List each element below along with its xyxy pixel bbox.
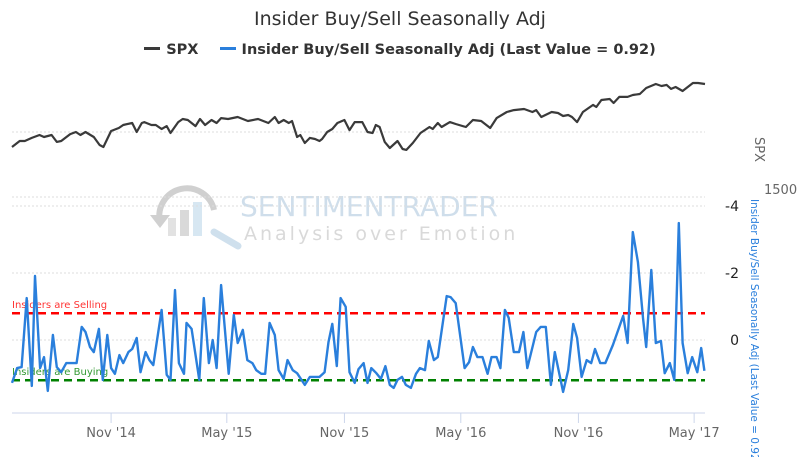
x-tick-label: Nov '15 xyxy=(320,426,370,441)
chart-title: Insider Buy/Sell Seasonally Adj xyxy=(254,8,546,30)
spx-axis-label: SPX xyxy=(751,137,766,162)
logo-bar-icon xyxy=(180,210,189,236)
watermark-tagline: Analysis over Emotion xyxy=(244,223,518,245)
logo-magnifier-icon xyxy=(210,228,242,250)
logo-bar-icon xyxy=(168,218,176,236)
x-tick-label: May '16 xyxy=(435,426,486,441)
x-tick-label: May '15 xyxy=(201,426,252,441)
legend-label-insider: Insider Buy/Sell Seasonally Adj (Last Va… xyxy=(241,42,656,58)
x-tick-label: Nov '16 xyxy=(554,426,604,441)
reference-label-selling: Insiders are Selling xyxy=(12,300,107,311)
legend-swatch-spx xyxy=(144,46,161,50)
grid xyxy=(12,131,705,341)
logo-arrowhead-icon xyxy=(150,215,170,228)
logo-arrow-icon xyxy=(156,185,217,223)
legend-item-insider[interactable]: Insider Buy/Sell Seasonally Adj (Last Va… xyxy=(219,42,656,58)
legend-item-spx[interactable]: SPX xyxy=(144,42,198,58)
insider-axis-label: Insider Buy/Sell Seasonally Adj (Last Va… xyxy=(748,199,760,457)
axes: -4 -2 0 Nov '14 May '15 Nov '15 May '16 Nov '16… xyxy=(12,199,739,441)
insider-tick-label: -2 xyxy=(725,266,739,282)
logo-bar-icon xyxy=(193,202,202,236)
x-tick-label: May '17 xyxy=(669,426,720,441)
legend: SPX Insider Buy/Sell Seasonally Adj (Las… xyxy=(0,42,800,58)
x-tick-label: Nov '14 xyxy=(86,426,136,441)
spx-tick-label: 1500 xyxy=(764,183,797,198)
insider-tick-label: 0 xyxy=(730,333,739,349)
series-line-insider xyxy=(10,221,706,394)
legend-swatch-insider xyxy=(219,46,236,50)
series xyxy=(10,81,706,394)
legend-label-spx: SPX xyxy=(166,42,199,58)
series-line-spx xyxy=(11,81,706,151)
insider-tick-label: -4 xyxy=(725,199,739,215)
